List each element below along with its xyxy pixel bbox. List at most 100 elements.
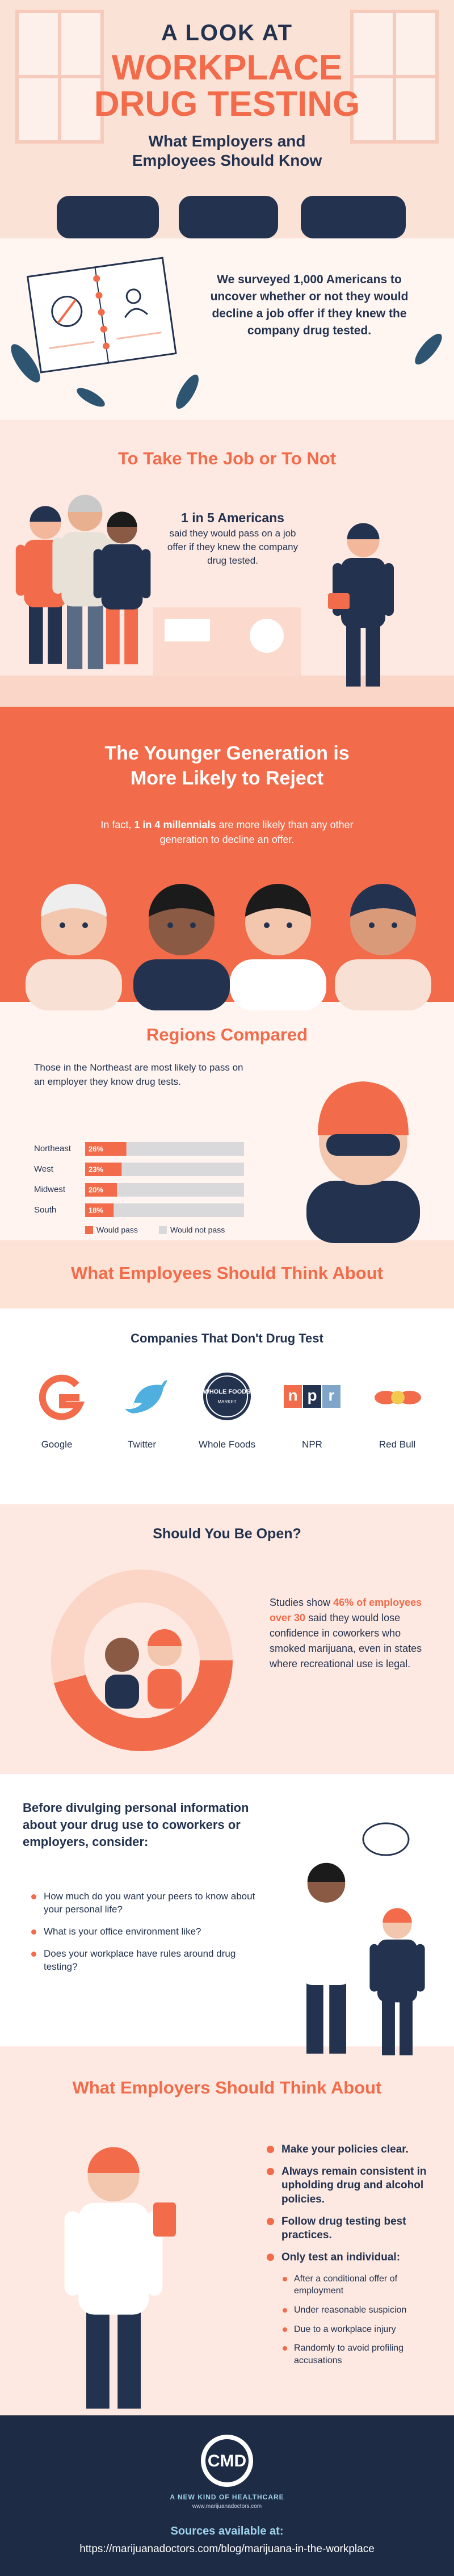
category-label: Northeast (34, 1144, 72, 1153)
notebook-part (95, 292, 103, 299)
sources-url: https://marijuanadoctors.com/blog/mariju… (79, 2543, 375, 2555)
eye (369, 922, 375, 928)
body (78, 2202, 149, 2315)
eye (60, 922, 65, 928)
stat: 1 in 5 Americans (181, 510, 284, 525)
stat-block: 1 in 5 Americans said they would pass on… (162, 511, 304, 568)
face (230, 884, 326, 1010)
kicker: A LOOK AT (161, 20, 293, 45)
body (101, 544, 143, 610)
stat: 1 in 4 millennials (134, 819, 216, 830)
face (26, 884, 122, 1010)
text: In fact, (100, 819, 132, 830)
body (377, 1939, 418, 2003)
hair (382, 1908, 412, 1923)
arm (64, 2211, 81, 2296)
speech-bubble (362, 1822, 410, 1856)
person (64, 2147, 163, 2409)
beanie-person (306, 1081, 420, 1243)
bar (121, 1163, 244, 1176)
hair (87, 2147, 140, 2173)
backgrounds-part (0, 676, 454, 707)
beanie (318, 1081, 409, 1135)
section-title: The Younger Generation is More Likely to… (104, 742, 350, 789)
leg (86, 2306, 110, 2409)
body (105, 1675, 139, 1709)
bar (126, 1142, 244, 1156)
leg (87, 601, 103, 669)
leg (67, 601, 83, 669)
company-logos-part (398, 1391, 421, 1404)
shoulders (26, 959, 122, 1010)
hair (347, 523, 380, 539)
list-item: How much do you want your peers to know … (31, 1890, 258, 1916)
leg (48, 602, 62, 664)
main-title: WORKPLACE DRUG TESTING (94, 48, 360, 124)
notebook (26, 257, 177, 374)
leg (365, 623, 380, 687)
notebook-part (116, 332, 162, 340)
leaves-part (176, 374, 199, 409)
section-title: What Employers Should Think About (72, 2078, 382, 2097)
logo-text: CMD (208, 2452, 246, 2470)
section-title: Before divulging personal information ab… (23, 1801, 249, 1849)
arm (384, 563, 394, 616)
arm (52, 537, 64, 594)
logo-text: p (307, 1386, 317, 1404)
bar (85, 1163, 122, 1176)
value-label: 18% (89, 1206, 103, 1214)
employer-list: Make your policies clear. Always remain c… (267, 2143, 437, 2265)
bar (114, 1203, 244, 1217)
survey-text: We surveyed 1,000 Americans to uncover w… (210, 273, 409, 337)
value-label: 23% (89, 1165, 103, 1173)
hair (30, 506, 61, 522)
subsection-title: Companies That Don't Drug Test (131, 1331, 323, 1345)
leg (329, 1979, 346, 2054)
chart-title: Should You Be Open? (153, 1526, 301, 1542)
backgrounds-part (0, 1240, 454, 1308)
bottle (153, 2202, 176, 2237)
logo-text: WHOLE FOODS (203, 1388, 250, 1395)
arm (369, 1944, 379, 1992)
leg (124, 605, 138, 665)
body (300, 1903, 352, 1985)
notebook-part (93, 275, 100, 282)
eye (392, 922, 397, 928)
company-logos-part (206, 1375, 248, 1417)
chairs-part (179, 196, 278, 238)
illustrations (15, 494, 431, 2409)
person (369, 1908, 425, 2055)
face (133, 884, 230, 1010)
arm (415, 1944, 425, 1992)
subtitle: What Employers and Employees Should Know (132, 132, 322, 169)
company-logos-part (391, 1391, 405, 1404)
younger-text: In fact, 1 in 4 millennials are more lik… (96, 817, 358, 847)
footer-logo (201, 2435, 253, 2487)
legend-swatch (85, 1226, 93, 1234)
list-item: Randomly to avoid profiling accusations (281, 2342, 437, 2367)
shoulders (133, 959, 230, 1010)
notebook-part (49, 341, 94, 350)
list-item: Does your workplace have rules around dr… (31, 1948, 258, 1974)
leg (382, 1998, 395, 2055)
list-item: Only test an individual: (267, 2251, 437, 2265)
hair (107, 511, 137, 527)
category-label: South (34, 1205, 56, 1215)
pie-slice (51, 1569, 233, 1683)
notebook-part (124, 308, 148, 318)
consider-list: How much do you want your peers to know … (31, 1890, 258, 1983)
bar (117, 1183, 244, 1197)
employer-lists: Make your policies clear. Always remain c… (267, 2143, 437, 2373)
hair (245, 884, 311, 917)
chairs-part (301, 196, 406, 238)
head (105, 1638, 139, 1672)
shoulders (335, 959, 431, 1010)
notebook-part (102, 342, 110, 350)
legend-swatch (159, 1226, 167, 1234)
section-title: What Employees Should Think About (71, 1263, 383, 1283)
company-name: NPR (302, 1439, 322, 1450)
stat-text: said they would pass on a job offer if t… (167, 528, 299, 566)
text: are more likely than any other generatio… (159, 819, 354, 845)
